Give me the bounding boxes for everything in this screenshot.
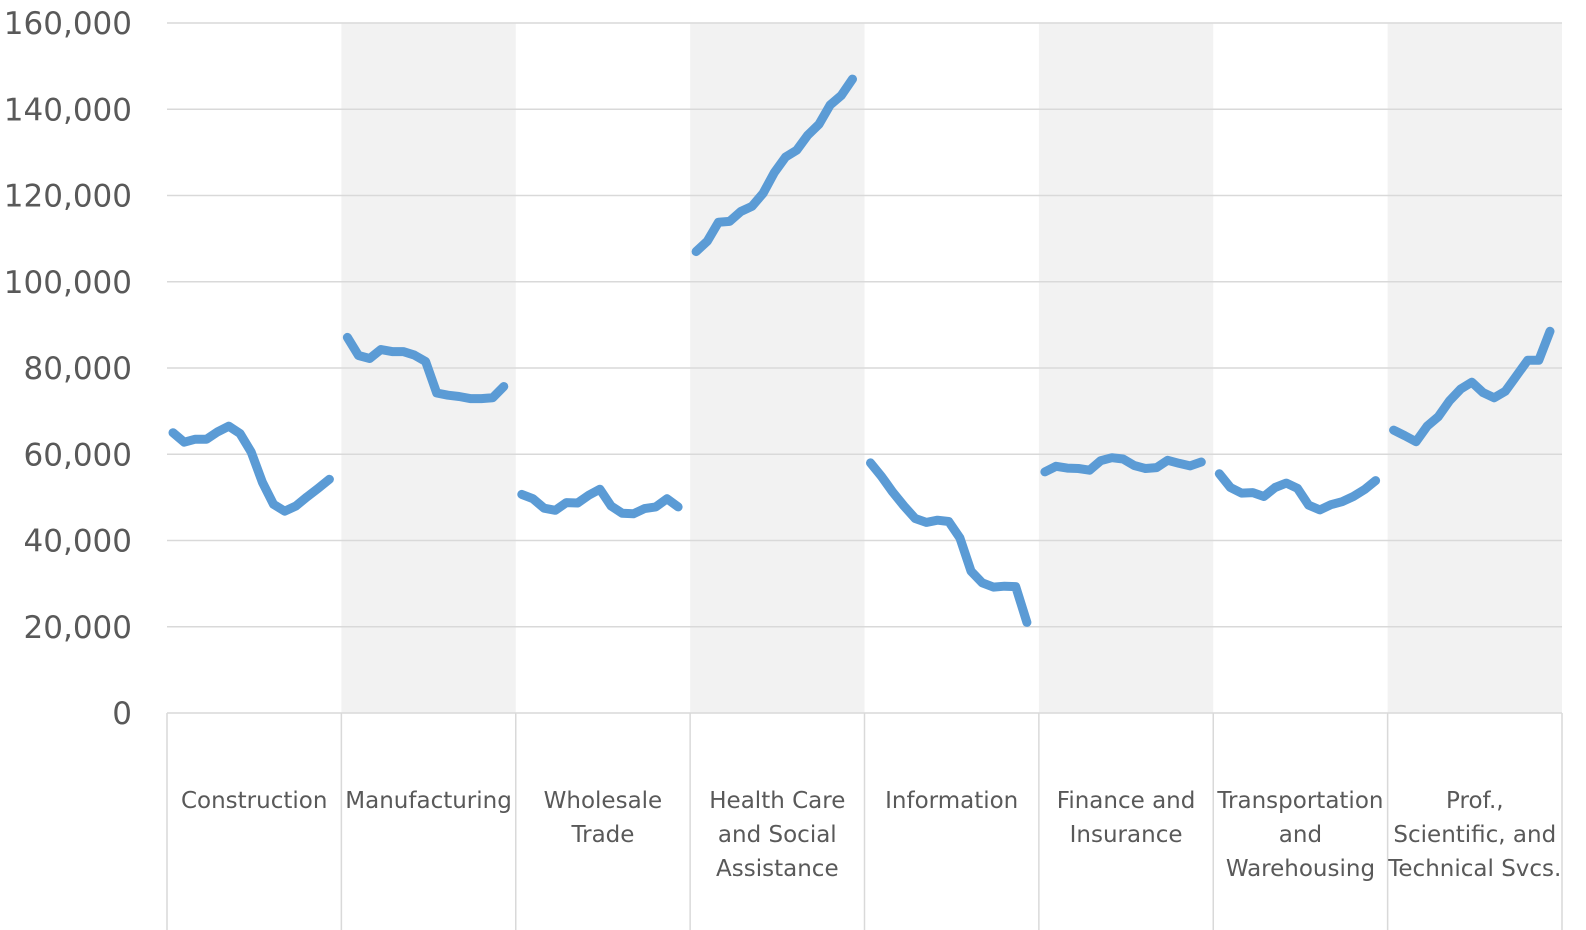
series-line — [691, 74, 857, 257]
series-line — [342, 332, 509, 404]
category-label: Finance and Insurance — [1056, 788, 1196, 848]
y-tick-label: 60,000 — [24, 437, 132, 473]
y-tick-label: 0 — [112, 696, 132, 732]
category-label: Manufacturing — [345, 788, 512, 814]
y-axis-tick-labels: 0 20,000 40,000 60,000 80,000 100,000 120,000 1… — [4, 6, 132, 732]
y-tick-label: 100,000 — [4, 265, 132, 301]
category-label: Health Care and Social Assistance — [709, 788, 846, 882]
y-tick-label: 160,000 — [4, 6, 132, 42]
series-line — [1214, 469, 1381, 515]
category-label: Information — [885, 788, 1019, 814]
y-tick-label: 120,000 — [4, 179, 132, 215]
category-label: Wholesale Trade — [543, 788, 663, 848]
series-line — [1389, 326, 1555, 447]
series-line — [517, 484, 683, 519]
y-tick-label: 20,000 — [24, 610, 132, 646]
y-tick-label: 80,000 — [24, 351, 132, 387]
series-lines — [168, 74, 1555, 627]
category-dividers — [166, 713, 1563, 930]
y-tick-label: 140,000 — [4, 92, 132, 128]
category-label: Transportation and Warehousing — [1217, 788, 1384, 882]
series-line — [866, 458, 1032, 627]
category-label: Prof., Scientific, and Technical Svcs. — [1388, 788, 1562, 882]
series-line — [1040, 453, 1206, 477]
y-tick-label: 40,000 — [24, 524, 132, 560]
series-line — [168, 421, 334, 516]
category-label: Construction — [180, 788, 328, 814]
